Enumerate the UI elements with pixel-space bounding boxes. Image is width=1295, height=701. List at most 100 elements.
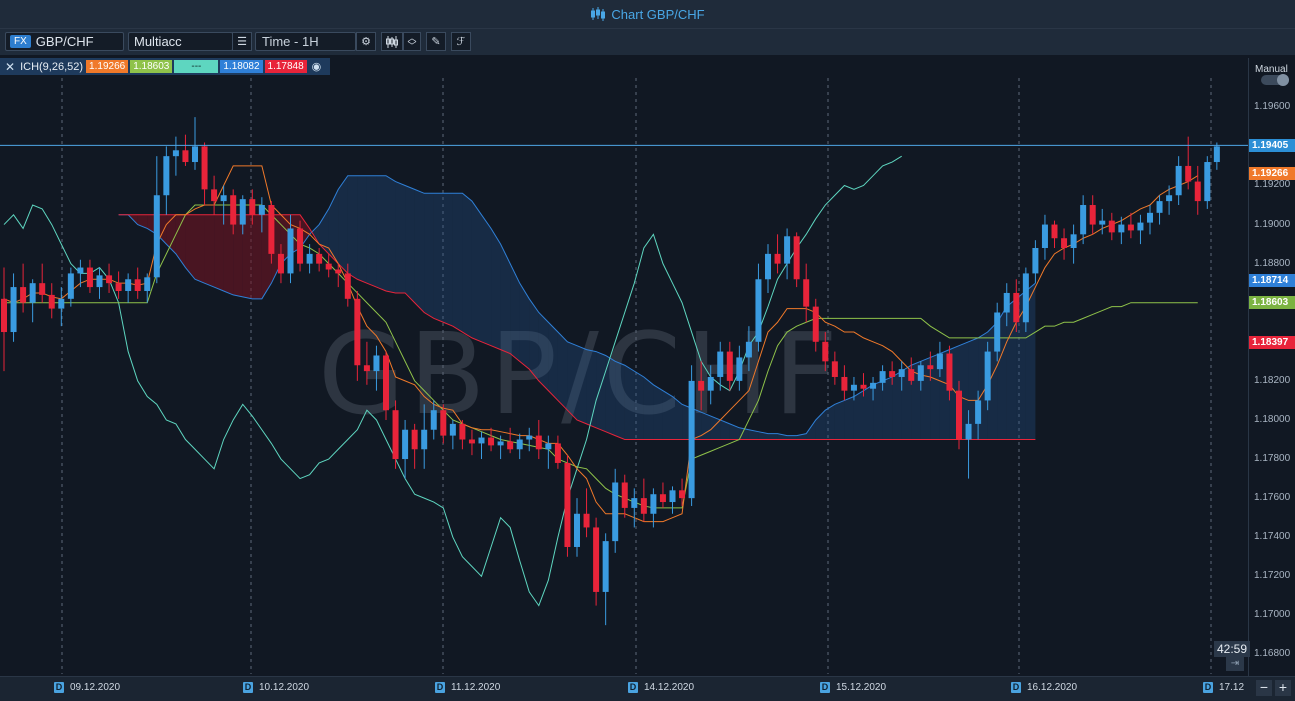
cloud-segment — [930, 353, 940, 440]
chikou-span-line — [3, 155, 902, 607]
bear-candle — [20, 287, 27, 303]
bear-candle — [889, 371, 896, 377]
cloud-segment — [863, 384, 874, 440]
indicator-icon: ℱ — [456, 36, 466, 48]
price-tick-label: 1.18800 — [1254, 257, 1291, 269]
bear-candle — [39, 283, 46, 295]
bull-candle — [975, 400, 982, 424]
bear-candle — [335, 269, 342, 274]
bull-candle — [10, 287, 17, 333]
cloud-segment — [233, 214, 243, 297]
candles-icon — [386, 35, 398, 48]
cloud-segment — [433, 193, 444, 323]
date-tick-label: D 10.12.2020 — [243, 682, 309, 693]
indicator-button[interactable]: ℱ — [451, 32, 471, 51]
bear-candle — [115, 283, 122, 291]
bull-candle — [96, 275, 103, 288]
bull-candle — [1137, 222, 1144, 231]
cloud-segment — [223, 214, 234, 295]
time-axis[interactable]: D 09.12.2020 D 10.12.2020 D 11.12.2020 D 14.12.… — [0, 676, 1295, 701]
cloud-segment — [901, 365, 912, 440]
indicator-bar: ✕ ICH(9,26,52) 1.19266 1.18603 --- 1.180… — [0, 58, 330, 75]
bull-candle — [1213, 146, 1220, 163]
bull-candle — [1156, 201, 1163, 213]
bear-candle — [1013, 292, 1020, 323]
date-text: 14.12.2020 — [644, 682, 695, 693]
cloud-segment — [653, 384, 663, 440]
timeframe-settings-button[interactable]: ⚙ — [356, 32, 376, 51]
date-tick-label: D 15.12.2020 — [820, 682, 886, 693]
chart-type-stepper[interactable]: ︿ ﹀ — [403, 32, 421, 51]
cloud-segment — [166, 214, 176, 254]
symbol-watermark: GBP/CHF — [318, 310, 842, 440]
bull-candle — [192, 146, 198, 163]
bear-candle — [488, 437, 495, 446]
cloud-segment — [338, 175, 348, 274]
zoom-out-button[interactable]: − — [1256, 680, 1272, 696]
bull-candle — [1175, 165, 1182, 196]
bull-candle — [765, 253, 771, 280]
bull-candle — [736, 357, 743, 381]
tenkan-sen-line — [3, 165, 1199, 523]
cloud-segment — [853, 390, 864, 440]
cloud-segment — [242, 214, 253, 299]
price-axis[interactable]: Manual 1.196001.194001.192001.190001.188… — [1248, 58, 1295, 678]
cloud-segment — [424, 193, 434, 319]
bear-candle — [726, 351, 733, 381]
bear-candle — [1061, 238, 1068, 249]
bear-candle — [201, 146, 208, 190]
candle-timer: 42:59 — [1214, 641, 1251, 657]
bull-candle — [917, 365, 924, 381]
cloud-segment — [500, 244, 511, 354]
cloud-segment — [844, 396, 854, 440]
day-badge: D — [628, 682, 638, 693]
day-badge: D — [54, 682, 64, 693]
cloud-segment — [347, 175, 358, 280]
up-down-icon: ︿ ﹀ — [407, 32, 417, 51]
bull-candle — [1147, 212, 1153, 223]
bull-candle — [936, 353, 943, 370]
bull-candle — [850, 384, 857, 391]
bear-candle — [277, 253, 284, 274]
account-selector[interactable]: Multiacc — [128, 32, 233, 51]
close-icon[interactable]: ✕ — [5, 59, 16, 74]
scale-mode-toggle[interactable] — [1261, 74, 1289, 86]
chart-type-button[interactable] — [381, 32, 403, 51]
zoom-in-button[interactable]: + — [1275, 680, 1291, 696]
price-chart[interactable] — [0, 78, 1248, 674]
bull-candle — [125, 279, 132, 291]
cloud-segment — [414, 189, 425, 313]
price-marker-tag: 1.19405 — [1249, 139, 1295, 153]
bull-candle — [669, 490, 676, 503]
bear-candle — [812, 306, 819, 342]
draw-tool-button[interactable]: ✎ — [426, 32, 446, 51]
cloud-segment — [452, 193, 463, 333]
bull-candle — [430, 410, 437, 430]
scroll-to-end-button[interactable]: ⇥ — [1226, 657, 1244, 671]
bear-candle — [535, 435, 542, 450]
account-list-button[interactable]: ☰ — [232, 32, 252, 51]
bear-candle — [106, 275, 113, 284]
bull-candle — [29, 283, 36, 303]
eye-icon[interactable]: ◉ — [311, 61, 322, 73]
bear-candle — [1127, 224, 1134, 231]
bear-candle — [927, 365, 934, 370]
bull-candle — [1204, 162, 1211, 202]
day-badge: D — [1011, 682, 1021, 693]
bear-candle — [946, 353, 953, 391]
bull-candle — [994, 312, 1001, 352]
symbol-selector[interactable]: FX GBP/CHF — [5, 32, 124, 51]
bear-candle — [1, 298, 7, 333]
cloud-segment — [825, 404, 835, 440]
timeframe-selector[interactable]: Time - 1H — [255, 32, 356, 51]
bull-candle — [516, 439, 523, 450]
cloud-segment — [195, 214, 205, 284]
bull-candle — [717, 351, 724, 377]
bull-candle — [402, 429, 409, 460]
bull-candle — [755, 279, 762, 342]
list-icon: ☰ — [237, 36, 247, 48]
bear-candle — [383, 355, 389, 411]
cloud-segment — [185, 214, 195, 280]
bull-candle — [239, 199, 246, 225]
tenkan-value: 1.19266 — [86, 60, 129, 73]
